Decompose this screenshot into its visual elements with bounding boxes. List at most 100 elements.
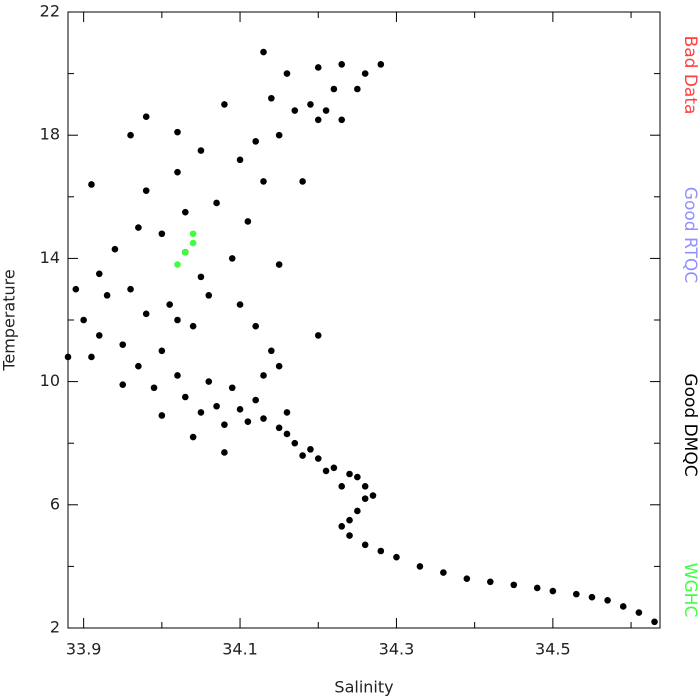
y-tick-label: 6: [50, 494, 60, 513]
x-tick-label: 34.5: [535, 640, 571, 659]
point: [127, 131, 134, 139]
point: [260, 415, 267, 422]
point: [338, 523, 346, 530]
point: [127, 285, 134, 293]
point: [314, 332, 322, 339]
point: [377, 547, 385, 555]
legend-entry: Bad Data: [680, 36, 700, 115]
point: [275, 261, 283, 268]
point: [260, 48, 267, 56]
point: [189, 239, 197, 247]
point: [619, 603, 627, 610]
point: [189, 433, 197, 441]
point: [189, 230, 197, 238]
point: [142, 113, 150, 121]
point: [361, 70, 369, 77]
point: [252, 322, 259, 330]
point: [573, 590, 580, 598]
point: [283, 409, 291, 416]
y-tick-label: 18: [40, 125, 60, 144]
point: [283, 70, 291, 77]
point: [354, 85, 361, 93]
point: [533, 584, 541, 592]
point: [236, 156, 244, 164]
point: [486, 578, 494, 586]
point: [322, 467, 330, 475]
y-axis-label: Temperature: [0, 269, 19, 371]
point: [275, 131, 283, 139]
point: [330, 464, 338, 472]
point: [158, 412, 166, 419]
point: [88, 181, 95, 188]
point: [158, 347, 166, 355]
point: [361, 483, 369, 490]
point: [416, 563, 424, 570]
point: [346, 470, 353, 478]
x-axis-label: Salinity: [334, 678, 393, 697]
point: [291, 439, 299, 447]
point: [135, 224, 142, 231]
point: [260, 178, 267, 185]
point: [252, 396, 259, 404]
point: [197, 273, 205, 281]
point: [213, 402, 220, 410]
point: [95, 270, 103, 278]
point: [330, 85, 338, 93]
point: [314, 116, 322, 124]
point: [213, 199, 220, 207]
x-tick-label: 34.1: [222, 640, 258, 659]
point: [275, 362, 283, 370]
y-tick-label: 10: [40, 371, 60, 390]
point: [338, 61, 346, 68]
point: [72, 285, 80, 293]
point: [244, 218, 252, 225]
point: [236, 301, 244, 308]
point: [189, 322, 197, 330]
point: [174, 372, 181, 379]
point: [197, 147, 205, 154]
point: [377, 61, 385, 68]
point: [166, 301, 173, 308]
x-tick-label: 33.9: [66, 640, 102, 659]
point: [236, 406, 244, 413]
point: [299, 452, 306, 459]
y-tick-label: 2: [50, 618, 60, 637]
point: [346, 532, 353, 539]
point: [111, 245, 119, 253]
point: [182, 208, 189, 216]
point: [182, 248, 189, 256]
point: [119, 341, 127, 348]
point: [119, 381, 127, 388]
point: [338, 483, 346, 490]
point: [150, 384, 158, 392]
point: [314, 455, 322, 462]
point: [221, 421, 228, 429]
point: [88, 353, 95, 361]
point: [221, 449, 228, 456]
point: [338, 116, 346, 124]
point: [307, 101, 314, 108]
point: [174, 316, 181, 324]
point: [174, 261, 181, 268]
y-tick-label: 14: [40, 248, 60, 267]
point: [354, 507, 361, 515]
point: [268, 347, 275, 355]
point: [244, 418, 252, 425]
y-tick-label: 22: [40, 2, 60, 21]
point: [260, 372, 267, 379]
legend-entry: Good DMQC: [680, 373, 700, 476]
x-tick-label: 34.3: [379, 640, 415, 659]
point: [588, 593, 596, 601]
point: [635, 609, 643, 616]
point: [135, 362, 142, 370]
point: [361, 495, 369, 502]
point: [463, 575, 471, 583]
point: [314, 64, 322, 71]
point: [174, 128, 181, 136]
point: [510, 581, 518, 589]
point: [322, 107, 330, 114]
point: [275, 424, 283, 432]
point: [142, 187, 150, 194]
point: [291, 107, 299, 114]
